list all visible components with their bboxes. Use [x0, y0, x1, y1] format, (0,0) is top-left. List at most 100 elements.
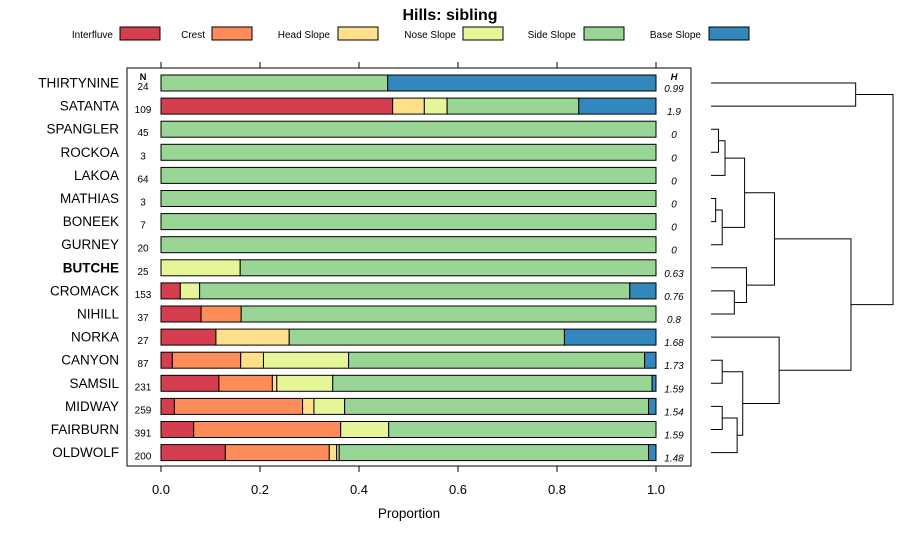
- bar-butche-nose-slope: [160, 259, 241, 277]
- row-butche: BUTCHE 25 0.63: [63, 259, 684, 280]
- dendrogram-branch: [711, 290, 735, 315]
- n-value-butche: 25: [137, 267, 149, 278]
- x-tick-label: 0.8: [548, 482, 566, 497]
- bar-midway-side-slope: [344, 397, 650, 415]
- row-cromack: CROMACK 153 0.76: [50, 282, 684, 303]
- n-value-canyon: 87: [137, 359, 149, 370]
- n-value-mathias: 3: [140, 198, 146, 209]
- legend-label-base-slope: Base Slope: [650, 30, 702, 41]
- bar-fairburn-nose-slope: [340, 421, 390, 438]
- bar-cromack-side-slope: [199, 282, 631, 300]
- bar-fairburn-side-slope: [388, 421, 657, 438]
- bar-cromack-nose-slope: [179, 282, 201, 300]
- h-value-norka: 1.68: [664, 338, 684, 349]
- n-value-norka: 27: [137, 336, 149, 347]
- h-value-oldwolf: 1.48: [664, 454, 684, 465]
- h-value-cromack: 0.76: [664, 292, 684, 303]
- bar-canyon-head-slope: [240, 351, 264, 369]
- bar-boneek-side-slope: [160, 213, 657, 231]
- n-value-samsil: 231: [135, 382, 152, 393]
- bar-samsil-base-slope: [651, 374, 657, 392]
- bar-canyon-base-slope: [644, 351, 657, 369]
- row-samsil: SAMSIL 231 1.59: [69, 374, 684, 395]
- h-value-midway: 1.54: [664, 407, 684, 418]
- h-value-spangler: 0: [671, 130, 677, 141]
- series-label-lakoa: LAKOA: [74, 168, 119, 183]
- series-label-thirtynine: THIRTYNINE: [38, 76, 119, 91]
- row-mathias: MATHIAS 3 0: [60, 190, 677, 211]
- dendrogram-branch: [711, 417, 738, 454]
- row-oldwolf: OLDWOLF 200 1.48: [52, 444, 684, 465]
- h-value-lakoa: 0: [671, 176, 677, 187]
- bar-gurney-side-slope: [160, 236, 657, 254]
- x-tick-label: 0.6: [449, 482, 467, 497]
- bar-cromack-interfluve: [160, 282, 181, 300]
- bar-satanta-interfluve: [160, 97, 394, 115]
- plot-frame: [126, 67, 692, 467]
- x-tick-label: 0.0: [152, 482, 170, 497]
- n-value-lakoa: 64: [137, 174, 149, 185]
- legend-swatch-base-slope: [708, 26, 750, 41]
- h-value-samsil: 1.59: [664, 384, 684, 395]
- bar-oldwolf-crest: [224, 444, 330, 462]
- row-canyon: CANYON 87 1.73: [61, 351, 684, 372]
- series-label-satanta: SATANTA: [60, 99, 119, 114]
- dendrogram-branch: [851, 94, 894, 306]
- dendrogram-branch: [722, 371, 744, 436]
- series-label-canyon: CANYON: [61, 353, 119, 368]
- series-label-butche: BUTCHE: [63, 260, 119, 275]
- dendrogram-branch: [711, 405, 723, 430]
- series-label-nihill: NIHILL: [77, 307, 120, 322]
- bar-norka-interfluve: [160, 328, 217, 346]
- legend-label-nose-slope: Nose Slope: [404, 30, 456, 41]
- x-axis-title: Proportion: [378, 506, 440, 521]
- bar-spangler-side-slope: [160, 120, 657, 138]
- bar-thirtynine-base-slope: [387, 74, 657, 92]
- legend-label-head-slope: Head Slope: [278, 30, 331, 41]
- dendrogram: [711, 82, 894, 454]
- x-tick-label: 1.0: [647, 482, 665, 497]
- bar-oldwolf-head-slope: [328, 444, 338, 462]
- h-column-header: H: [671, 72, 679, 83]
- bar-canyon-side-slope: [348, 351, 646, 369]
- bar-samsil-interfluve: [160, 374, 220, 392]
- series-label-fairburn: FAIRBURN: [51, 422, 119, 437]
- dendrogram-branch: [711, 336, 780, 405]
- bar-satanta-base-slope: [578, 97, 657, 115]
- bar-midway-crest: [173, 397, 304, 415]
- series-label-gurney: GURNEY: [61, 237, 119, 252]
- legend-swatch-side-slope: [583, 26, 625, 41]
- h-value-canyon: 1.73: [664, 361, 684, 372]
- legend-label-crest: Crest: [181, 30, 205, 41]
- bar-samsil-side-slope: [332, 374, 653, 392]
- bar-nihill-interfluve: [160, 305, 202, 323]
- n-value-midway: 259: [135, 405, 152, 416]
- row-spangler: SPANGLER 45 0: [46, 120, 677, 141]
- series-label-samsil: SAMSIL: [69, 376, 119, 391]
- bar-norka-side-slope: [288, 328, 565, 346]
- n-value-nihill: 37: [137, 313, 149, 324]
- bar-samsil-head-slope: [271, 374, 278, 392]
- dendrogram-branch: [711, 82, 857, 107]
- dendrogram-branch: [711, 359, 723, 384]
- n-value-cromack: 153: [135, 290, 152, 301]
- row-rockoa: ROCKOA 3 0: [60, 143, 677, 164]
- h-value-satanta: 1.9: [667, 107, 681, 118]
- dendrogram-branch: [744, 192, 775, 286]
- dendrogram-branch: [711, 198, 717, 223]
- h-value-boneek: 0: [671, 223, 677, 234]
- n-column-header: N: [140, 72, 147, 83]
- bar-fairburn-interfluve: [160, 421, 195, 438]
- legend-swatch-interfluve: [119, 26, 161, 41]
- n-value-gurney: 20: [137, 244, 149, 255]
- n-value-thirtynine: 24: [137, 82, 149, 93]
- series-label-boneek: BONEEK: [63, 214, 119, 229]
- dendrogram-branch: [711, 128, 719, 153]
- n-value-spangler: 45: [137, 128, 149, 139]
- legend-swatch-crest: [211, 26, 253, 41]
- x-tick-label: 0.2: [251, 482, 269, 497]
- dendrogram-branch: [711, 209, 723, 246]
- row-satanta: SATANTA 109 1.9: [60, 97, 681, 118]
- bar-nihill-crest: [200, 305, 242, 323]
